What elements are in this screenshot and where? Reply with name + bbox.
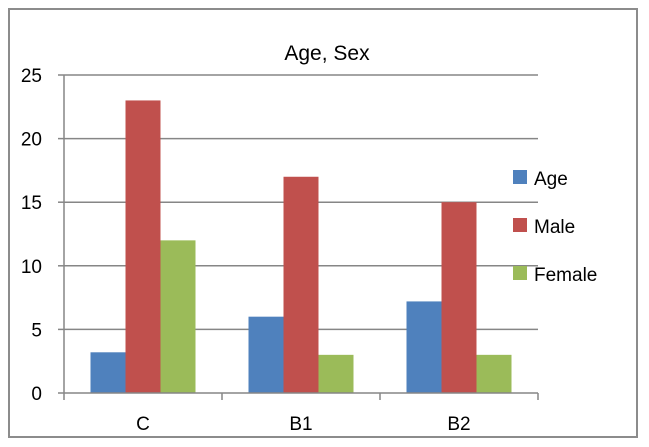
bar-age-b1 bbox=[248, 316, 284, 393]
bar-female-b2 bbox=[476, 354, 512, 393]
bar-age-c bbox=[90, 352, 126, 393]
legend-label-female: Female bbox=[534, 265, 597, 286]
y-tick-label-10: 10 bbox=[21, 257, 42, 278]
bar-female-c bbox=[160, 240, 196, 393]
legend-label-male: Male bbox=[534, 217, 575, 238]
bars bbox=[90, 100, 512, 393]
bar-male-c bbox=[125, 100, 161, 393]
bar-male-b2 bbox=[441, 202, 477, 393]
y-tick-label-5: 5 bbox=[31, 320, 42, 341]
y-tick-label-0: 0 bbox=[31, 384, 42, 405]
axes: 0 5 10 15 20 25 C B1 B2 bbox=[21, 66, 539, 435]
y-tick-label-20: 20 bbox=[21, 130, 42, 151]
chart-title: Age, Sex bbox=[284, 42, 370, 65]
bar-age-b2 bbox=[406, 301, 442, 393]
bar-male-b1 bbox=[283, 176, 319, 393]
y-tick-label-25: 25 bbox=[21, 66, 42, 87]
legend-swatch-age bbox=[513, 170, 527, 184]
y-tick-label-15: 15 bbox=[21, 193, 42, 214]
legend-swatch-female bbox=[513, 266, 527, 280]
x-tick-label-C: C bbox=[136, 414, 150, 435]
legend-label-age: Age bbox=[534, 169, 568, 190]
legend: Age Male Female bbox=[513, 169, 597, 286]
x-tick-label-B1: B1 bbox=[289, 414, 312, 435]
legend-swatch-male bbox=[513, 218, 527, 232]
x-tick-label-B2: B2 bbox=[447, 414, 470, 435]
bar-female-b1 bbox=[318, 354, 354, 393]
